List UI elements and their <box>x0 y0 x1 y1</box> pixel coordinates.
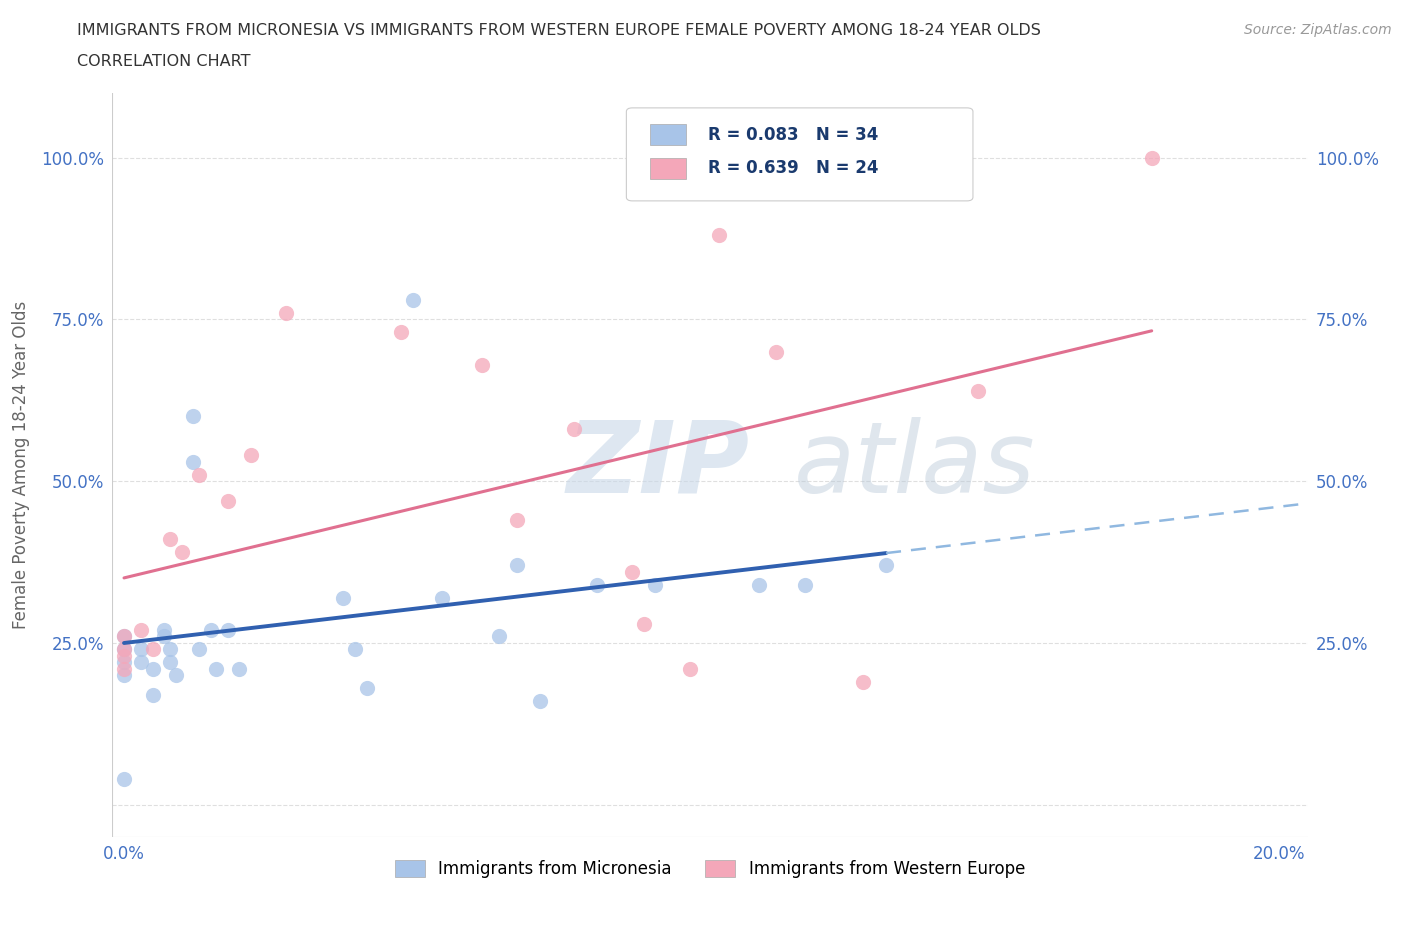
Point <box>389 325 412 339</box>
Point <box>1140 151 1163 166</box>
Point <box>153 629 176 644</box>
Point <box>170 545 193 560</box>
Point <box>188 467 211 482</box>
Point <box>142 661 165 676</box>
Point <box>159 642 181 657</box>
Point <box>153 622 176 637</box>
Point <box>181 455 204 470</box>
Point <box>633 616 655 631</box>
Point <box>181 409 204 424</box>
Point <box>112 642 135 657</box>
Point <box>112 661 135 676</box>
Point <box>564 422 586 437</box>
Point <box>188 642 211 657</box>
Bar <box>651 125 686 145</box>
Point <box>131 655 153 670</box>
Text: CORRELATION CHART: CORRELATION CHART <box>77 54 250 69</box>
Point <box>356 681 378 696</box>
Point <box>131 622 153 637</box>
Point <box>488 629 510 644</box>
FancyBboxPatch shape <box>627 108 973 201</box>
Y-axis label: Female Poverty Among 18-24 Year Olds: Female Poverty Among 18-24 Year Olds <box>13 301 30 629</box>
Point <box>679 661 702 676</box>
Text: IMMIGRANTS FROM MICRONESIA VS IMMIGRANTS FROM WESTERN EUROPE FEMALE POVERTY AMON: IMMIGRANTS FROM MICRONESIA VS IMMIGRANTS… <box>77 23 1042 38</box>
Point <box>205 661 228 676</box>
Point <box>430 591 453 605</box>
Point <box>644 578 666 592</box>
Point <box>200 622 222 637</box>
Point <box>112 648 135 663</box>
Bar <box>651 158 686 179</box>
Point <box>112 629 135 644</box>
Legend: Immigrants from Micronesia, Immigrants from Western Europe: Immigrants from Micronesia, Immigrants f… <box>388 853 1032 884</box>
Point <box>112 771 135 786</box>
Point <box>131 642 153 657</box>
Text: atlas: atlas <box>793 417 1035 513</box>
Point <box>159 655 181 670</box>
Point <box>586 578 609 592</box>
Point <box>112 629 135 644</box>
Point <box>332 591 354 605</box>
Point <box>621 565 644 579</box>
Point <box>217 622 239 637</box>
Point <box>794 578 817 592</box>
Point <box>240 448 263 463</box>
Point <box>343 642 366 657</box>
Point <box>852 674 875 689</box>
Point <box>112 668 135 683</box>
Point <box>165 668 187 683</box>
Point <box>274 306 297 321</box>
Point <box>471 357 494 372</box>
Point <box>402 293 425 308</box>
Text: R = 0.639   N = 24: R = 0.639 N = 24 <box>707 159 879 177</box>
Text: ZIP: ZIP <box>567 417 749 513</box>
Point <box>112 655 135 670</box>
Point <box>875 558 897 573</box>
Point <box>159 532 181 547</box>
Point <box>228 661 250 676</box>
Point <box>142 642 165 657</box>
Point <box>112 642 135 657</box>
Point <box>142 687 165 702</box>
Text: Source: ZipAtlas.com: Source: ZipAtlas.com <box>1244 23 1392 37</box>
Point <box>748 578 770 592</box>
Point <box>529 694 551 709</box>
Point <box>967 383 990 398</box>
Point <box>217 493 239 508</box>
Point <box>505 512 527 527</box>
Text: R = 0.083   N = 34: R = 0.083 N = 34 <box>707 126 877 143</box>
Point <box>707 228 730 243</box>
Point <box>765 344 787 359</box>
Point <box>505 558 527 573</box>
